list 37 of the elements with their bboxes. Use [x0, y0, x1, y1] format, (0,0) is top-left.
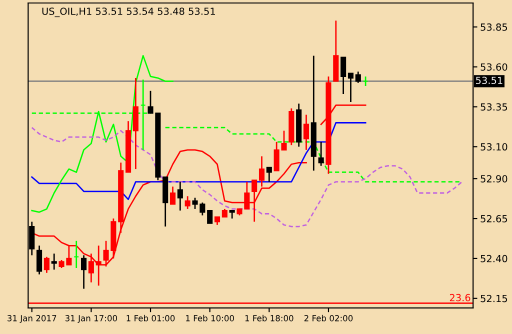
- candlestick: [340, 56, 346, 95]
- y-tick-label: 53.10: [480, 143, 508, 151]
- y-tick-label: 52.90: [480, 175, 508, 182]
- candlestick: [132, 77, 138, 170]
- candlestick: [36, 244, 42, 276]
- y-tick-label: 52.65: [480, 215, 508, 222]
- candlestick: [177, 181, 183, 212]
- ref-line-label: 53.51: [476, 76, 502, 84]
- candlestick: [303, 114, 310, 151]
- candlestick: [44, 256, 50, 274]
- x-tick-label: 1 Feb 18:00: [245, 314, 294, 322]
- candlestick: [51, 252, 57, 270]
- chart-title: US_OIL,H1 53.51 53.54 53.48 53.51: [42, 8, 215, 18]
- candlestick: [184, 195, 190, 210]
- y-tick-label: 53.85: [480, 23, 508, 31]
- x-tick-label: 2 Feb 02:00: [304, 314, 353, 322]
- candlestick: [252, 180, 258, 222]
- x-tick-label: 1 Feb 10:00: [186, 314, 234, 322]
- candlestick: [207, 210, 213, 224]
- candlestick: [80, 254, 87, 290]
- line-series: [31, 126, 463, 228]
- candlestick: [355, 70, 361, 84]
- candlestick: [318, 141, 324, 167]
- candlestick: [348, 72, 354, 103]
- line-series: [31, 122, 366, 200]
- x-tick-label: 1 Feb 01:00: [126, 314, 175, 322]
- y-tick-label: 52.40: [480, 254, 508, 262]
- candlestick: [258, 156, 265, 188]
- x-tick-label: 31 Jan 2017: [8, 315, 56, 323]
- annotation: 23.6: [450, 294, 470, 302]
- y-tick-label: 53.60: [480, 63, 508, 71]
- x-tick-label: 31 Jan 17:00: [65, 315, 118, 323]
- candlestick: [170, 186, 176, 205]
- line-series: [31, 54, 174, 213]
- y-tick-label: 52.15: [480, 294, 508, 302]
- candlestick: [266, 166, 272, 183]
- y-tick-label: 53.35: [480, 103, 508, 111]
